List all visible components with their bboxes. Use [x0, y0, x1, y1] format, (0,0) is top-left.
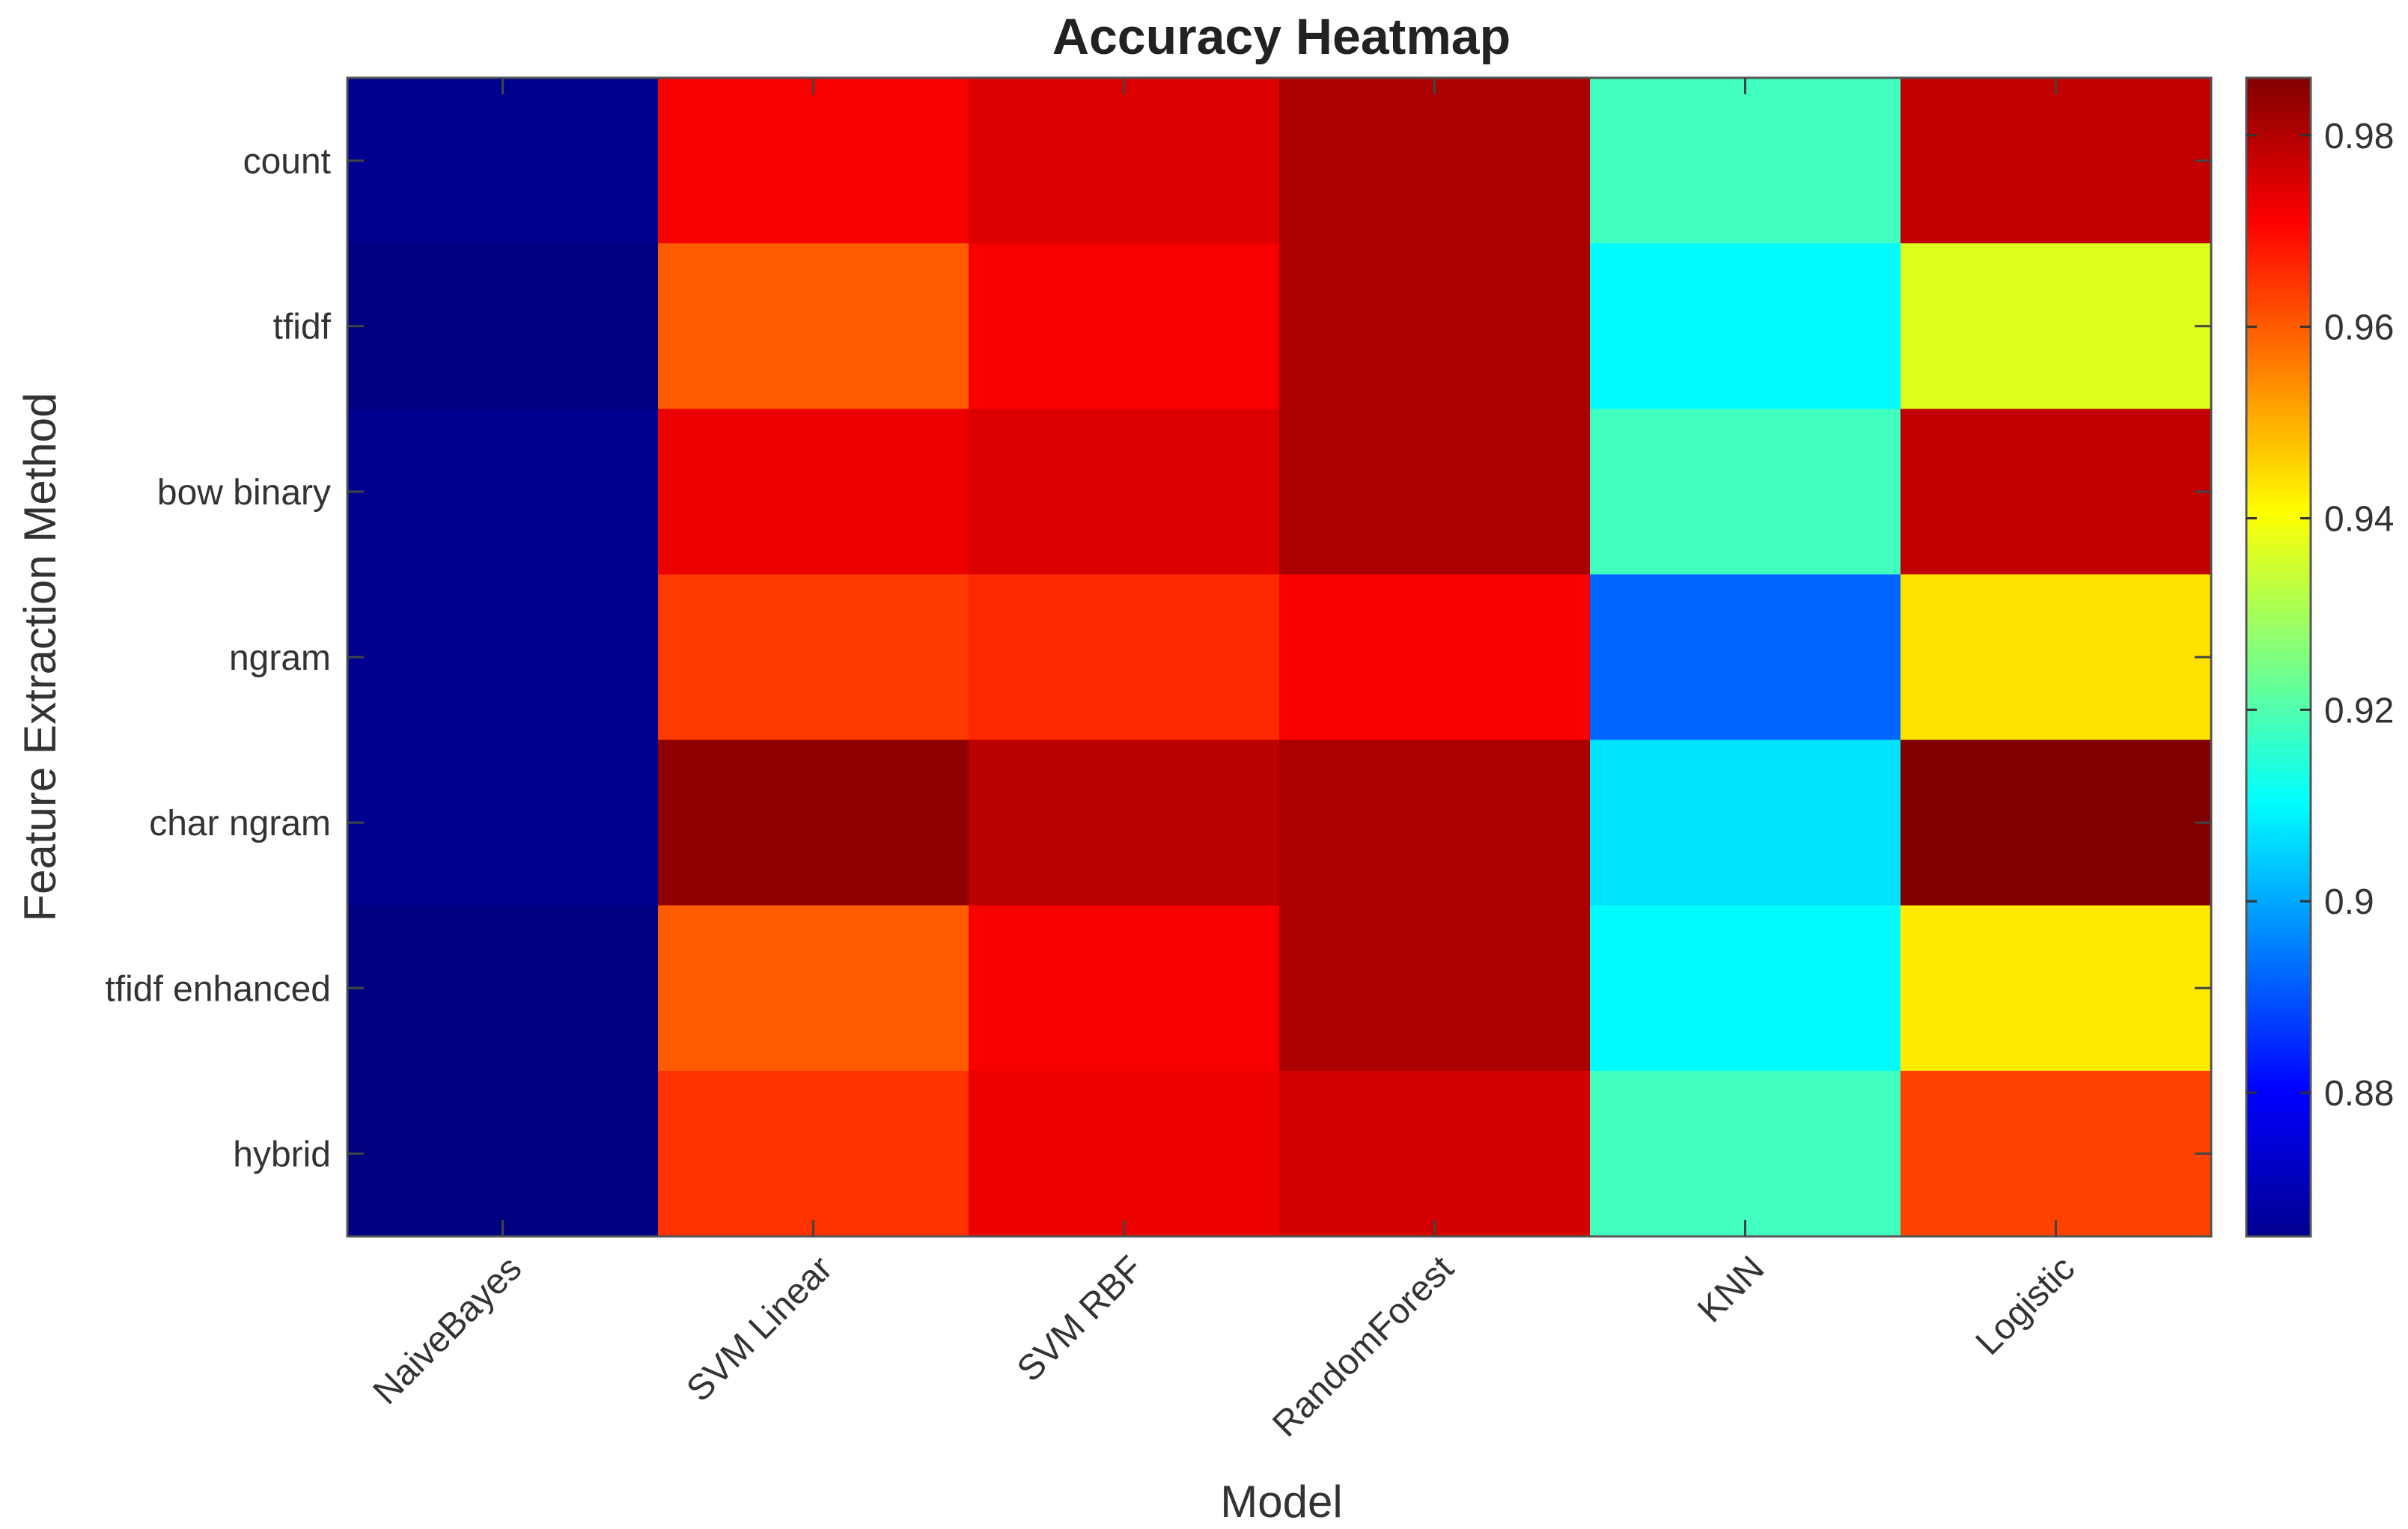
heatmap-cell: [1901, 78, 2212, 244]
heatmap-cell: [969, 409, 1280, 575]
heatmap-cell: [1590, 574, 1901, 741]
heatmap-cell: [347, 409, 659, 575]
x-tick-label: RandomForest: [1265, 1248, 1461, 1444]
heatmap-cell: [1279, 1070, 1591, 1237]
heatmap-cell: [1590, 243, 1901, 409]
colorbar: [2245, 76, 2312, 1238]
heatmap-cell: [1279, 574, 1591, 741]
heatmap-cell: [969, 78, 1280, 244]
colorbar-ticks: 0.88 0.9 0.92 0.94 0.96 0.98: [2246, 117, 2394, 1114]
heatmap-cell: [1590, 739, 1901, 906]
y-tick-label: tfidf enhanced: [105, 969, 331, 1009]
heatmap-cell: [658, 905, 969, 1072]
heatmap-cell: [969, 739, 1280, 906]
y-tick-label: hybrid: [233, 1135, 331, 1174]
heatmap-cell: [1279, 243, 1591, 409]
heatmap-cell: [658, 1070, 969, 1237]
x-tick-label: SVM Linear: [679, 1248, 840, 1409]
x-tick-label: NaiveBayes: [366, 1248, 530, 1412]
x-tick-label: KNN: [1690, 1248, 1772, 1330]
heatmap-cell: [658, 78, 969, 244]
colorbar-tick-label: 0.9: [2324, 882, 2374, 922]
heatmap-cell: [969, 905, 1280, 1072]
colorbar-tick-label: 0.98: [2324, 117, 2394, 156]
y-tick-labels: count tfidf bow binary ngram char ngram tfidf…: [105, 142, 331, 1175]
heatmap-cell: [1901, 243, 2212, 409]
x-axis-label: Model: [1220, 1477, 1342, 1527]
heatmap-cell: [658, 243, 969, 409]
y-tick-label: bow binary: [157, 473, 331, 513]
colorbar-tick-label: 0.92: [2324, 691, 2394, 730]
y-tick-label: tfidf: [273, 308, 332, 347]
y-tick-label: ngram: [229, 638, 331, 678]
heatmap-cell: [658, 739, 969, 906]
heatmap-cell: [1901, 1070, 2212, 1237]
x-tick-label: Logistic: [1969, 1248, 2083, 1363]
heatmap-cell: [1279, 78, 1591, 244]
colorbar-tick-label: 0.94: [2324, 499, 2394, 539]
axis-ticks: [347, 78, 2211, 1236]
heatmap-cell: [1901, 739, 2212, 906]
heatmap-cell: [1590, 409, 1901, 575]
heatmap-cell: [969, 574, 1280, 741]
x-tick-label: SVM RBF: [1010, 1248, 1150, 1389]
heatmap-cell: [347, 574, 659, 741]
heatmap-cell: [1590, 905, 1901, 1072]
y-axis-label: Feature Extraction Method: [15, 392, 65, 921]
heatmap-cells: [347, 78, 2212, 1237]
heatmap-cell: [347, 1070, 659, 1237]
chart-title: Accuracy Heatmap: [1052, 8, 1511, 65]
heatmap-cell: [969, 1070, 1280, 1237]
y-tick-label: count: [243, 142, 331, 182]
heatmap-cell: [1279, 739, 1591, 906]
heatmap-cell: [1901, 574, 2212, 741]
heatmap-cell: [1901, 905, 2212, 1072]
colorbar-tick-label: 0.96: [2324, 308, 2394, 348]
heatmap-cell: [1279, 905, 1591, 1072]
heatmap-cell: [969, 243, 1280, 409]
heatmap-cell: [347, 78, 659, 244]
heatmap-cell: [1279, 409, 1591, 575]
y-tick-label: char ngram: [149, 804, 331, 843]
heatmap-cell: [347, 739, 659, 906]
heatmap-cell: [658, 409, 969, 575]
heatmap-cell: [1901, 409, 2212, 575]
heatmap-cell: [1590, 1070, 1901, 1237]
heatmap-cell: [658, 574, 969, 741]
colorbar-tick-label: 0.88: [2324, 1074, 2394, 1114]
heatmap-cell: [1590, 78, 1901, 244]
heatmap-cell: [347, 243, 659, 409]
heatmap-cell: [347, 905, 659, 1072]
x-tick-labels: NaiveBayes SVM Linear SVM RBF RandomForest K…: [366, 1248, 2083, 1444]
